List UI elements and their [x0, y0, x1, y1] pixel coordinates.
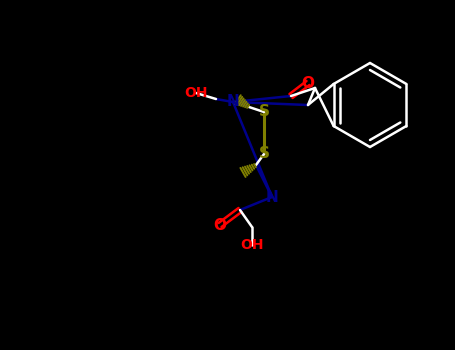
Text: OH: OH	[184, 86, 208, 100]
Text: OH: OH	[240, 238, 264, 252]
Text: O: O	[302, 76, 314, 91]
Text: N: N	[266, 189, 278, 204]
Text: S: S	[258, 147, 269, 161]
Text: O: O	[213, 217, 227, 232]
Text: S: S	[258, 105, 269, 119]
Text: N: N	[227, 94, 239, 110]
